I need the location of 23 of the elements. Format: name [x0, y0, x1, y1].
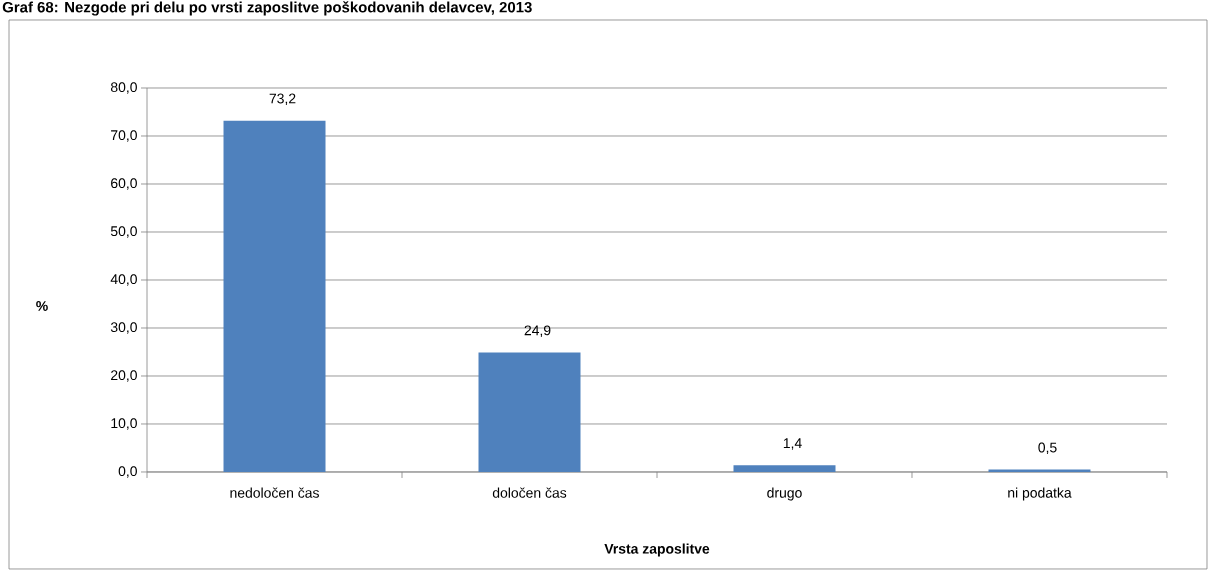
y-tick-label: 80,0 [110, 82, 137, 94]
data-label: 1,4 [783, 438, 802, 450]
x-tick-label: nedoločen čas [230, 487, 319, 498]
bar [223, 120, 326, 472]
y-tick-label: 0,0 [118, 466, 137, 478]
data-label: 0,5 [1038, 442, 1057, 455]
y-tick-label: 10,0 [111, 418, 137, 430]
bar [733, 465, 836, 472]
x-axis-title: Vrsta zaposlitve [604, 543, 710, 557]
y-tick-label: 50,0 [110, 226, 137, 238]
x-tick-label: ni podatka [1008, 487, 1072, 501]
x-tick-label: določen čas [492, 487, 567, 498]
x-tick-label: drugo [767, 487, 802, 501]
y-tick-label: 60,0 [111, 178, 137, 190]
y-axis-title: % [36, 301, 48, 311]
y-tick-label: 40,0 [110, 274, 137, 286]
bar [478, 352, 581, 472]
chart-title: Graf 68: Nezgode pri delu po vrsti zaposlitve poškodovanih delavcev, 2013 [2, 1, 532, 16]
data-label: 24,9 [524, 325, 551, 337]
y-tick-label: 70,0 [111, 130, 137, 142]
y-tick-label: 20,0 [111, 370, 137, 382]
y-tick-label: 30,0 [110, 322, 137, 334]
data-label: 73,2 [269, 93, 296, 106]
